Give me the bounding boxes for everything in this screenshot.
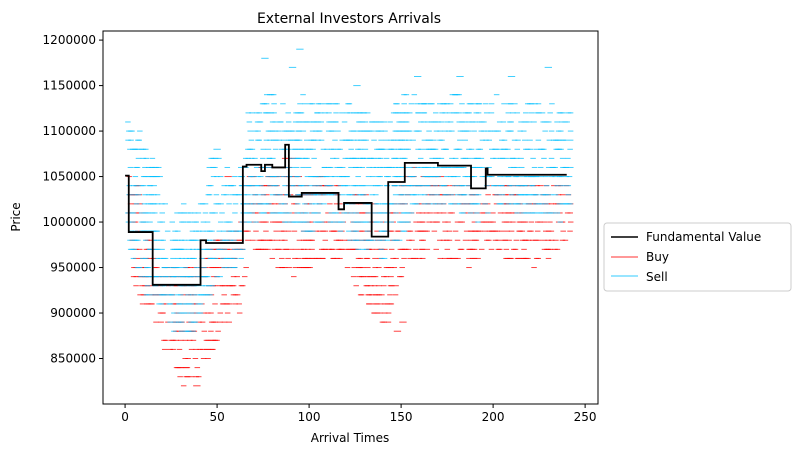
x-tick-label: 250 <box>574 410 597 424</box>
y-tick-label: 1100000 <box>43 124 96 138</box>
x-tick-label: 0 <box>121 410 129 424</box>
y-tick-label: 900000 <box>50 306 96 320</box>
y-tick-label: 1150000 <box>43 79 96 93</box>
legend-label-buy: Buy <box>646 250 669 264</box>
x-tick-label: 100 <box>298 410 321 424</box>
plot-area <box>102 30 599 405</box>
sell-orders-layer <box>125 48 574 332</box>
x-axis-ticks: 0 50 100 150 200 250 <box>121 404 597 424</box>
y-tick-label: 950000 <box>50 261 96 275</box>
y-tick-label: 1000000 <box>43 215 96 229</box>
y-axis-label: Price <box>9 202 23 231</box>
legend: Fundamental Value Buy Sell <box>603 222 792 292</box>
y-tick-label: 1200000 <box>43 33 96 47</box>
legend-box <box>603 222 792 292</box>
y-axis-ticks: 850000 900000 950000 1000000 1050000 1100000 1… <box>43 33 103 366</box>
chart-title: External Investors Arrivals <box>257 11 441 27</box>
fundamental-value-layer <box>125 143 567 286</box>
plot-frame <box>102 30 599 405</box>
x-axis-label: Arrival Times <box>311 431 389 445</box>
legend-label-fundamental-value: Fundamental Value <box>646 230 761 244</box>
x-tick-label: 50 <box>209 410 224 424</box>
legend-label-sell: Sell <box>646 270 668 284</box>
x-tick-label: 200 <box>482 410 505 424</box>
x-tick-label: 150 <box>390 410 413 424</box>
y-tick-label: 850000 <box>50 352 96 366</box>
fundamental-value-line <box>125 143 567 286</box>
y-tick-label: 1050000 <box>43 170 96 184</box>
